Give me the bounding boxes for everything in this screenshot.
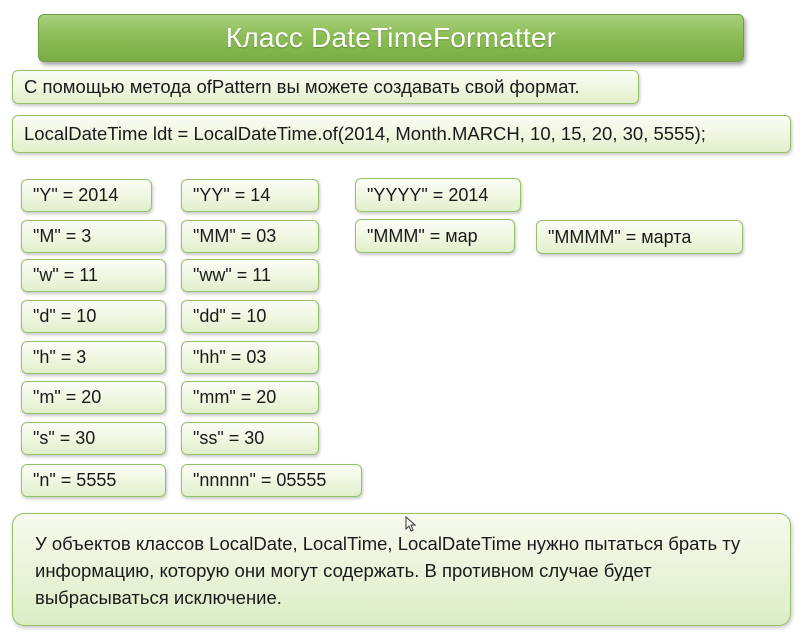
pattern-box-m-minute: "m" = 20 <box>21 381 166 414</box>
pattern-text: "s" = 30 <box>33 428 96 448</box>
pattern-box-d: "d" = 10 <box>21 300 166 333</box>
subtitle-text: С помощью метода ofPattern вы можете соз… <box>24 76 580 97</box>
code-line-text: LocalDateTime ldt = LocalDateTime.of(201… <box>24 123 706 144</box>
pattern-box-h: "h" = 3 <box>21 341 166 374</box>
pattern-text: "m" = 20 <box>33 387 102 407</box>
slide-title: Класс DateTimeFormatter <box>225 22 557 53</box>
pattern-text: "nnnnn" = 05555 <box>193 470 327 490</box>
pattern-box-w: "w" = 11 <box>21 259 166 292</box>
mouse-pointer-icon <box>405 516 417 532</box>
pattern-text: "Y" = 2014 <box>33 185 119 205</box>
subtitle-box: С помощью метода ofPattern вы можете соз… <box>12 70 639 104</box>
pattern-box-hh: "hh" = 03 <box>181 341 319 374</box>
note-box: У объектов классов LocalDate, LocalTime,… <box>12 513 791 626</box>
pattern-text: "YY" = 14 <box>193 185 271 205</box>
note-text: У объектов классов LocalDate, LocalTime,… <box>35 533 741 608</box>
pattern-text: "M" = 3 <box>33 226 92 246</box>
pattern-box-yy: "YY" = 14 <box>181 179 319 212</box>
pattern-text: "YYYY" = 2014 <box>367 184 489 205</box>
pattern-text: "MMMM" = марта <box>548 226 692 247</box>
pattern-box-ww: "ww" = 11 <box>181 259 319 292</box>
pattern-box-nnnnn: "nnnnn" = 05555 <box>181 464 362 497</box>
pattern-text: "MM" = 03 <box>193 226 277 246</box>
pattern-text: "ss" = 30 <box>193 428 265 448</box>
pattern-box-s: "s" = 30 <box>21 422 166 455</box>
pattern-text: "d" = 10 <box>33 306 97 326</box>
pattern-box-dd: "dd" = 10 <box>181 300 319 333</box>
pattern-text: "MMM" = мар <box>367 225 478 246</box>
pattern-text: "h" = 3 <box>33 347 87 367</box>
pattern-box-n: "n" = 5555 <box>21 464 166 497</box>
slide-title-bar: Класс DateTimeFormatter <box>38 14 744 62</box>
pattern-text: "dd" = 10 <box>193 306 267 326</box>
pattern-text: "mm" = 20 <box>193 387 277 407</box>
pattern-box-yyyy: "YYYY" = 2014 <box>355 178 521 212</box>
pattern-text: "w" = 11 <box>33 265 98 285</box>
pattern-text: "n" = 5555 <box>33 470 117 490</box>
pattern-text: "hh" = 03 <box>193 347 267 367</box>
pattern-box-y: "Y" = 2014 <box>21 179 152 212</box>
pattern-box-m: "M" = 3 <box>21 220 166 253</box>
pattern-text: "ww" = 11 <box>193 265 271 285</box>
pattern-box-mm: "MM" = 03 <box>181 220 319 253</box>
pattern-box-ss: "ss" = 30 <box>181 422 319 455</box>
pattern-box-mm-minute: "mm" = 20 <box>181 381 319 414</box>
code-line-box: LocalDateTime ldt = LocalDateTime.of(201… <box>12 115 791 153</box>
pattern-box-mmmm: "MMMM" = марта <box>536 220 743 254</box>
pattern-box-mmm: "MMM" = мар <box>355 219 515 253</box>
